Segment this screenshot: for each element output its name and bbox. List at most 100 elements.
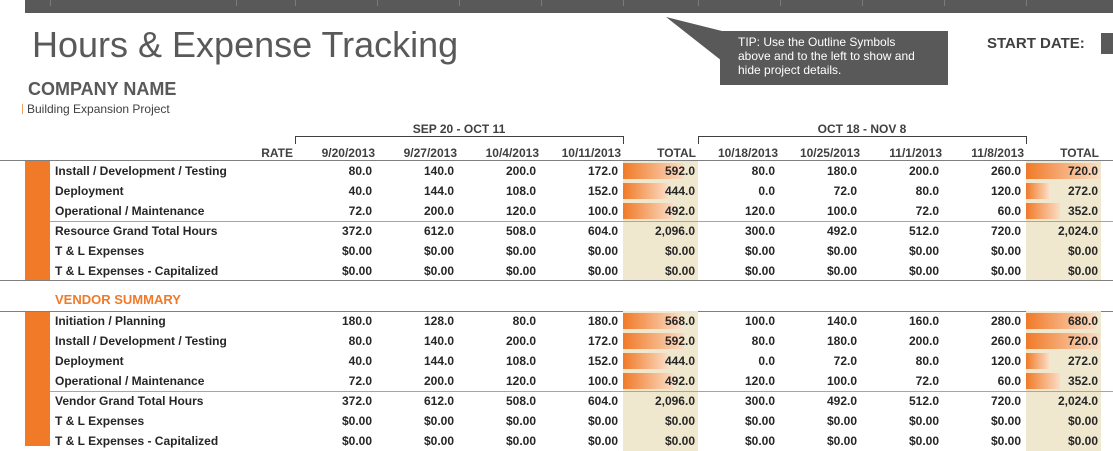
value-cell[interactable]: $0.00 (459, 241, 539, 261)
total-cell[interactable]: 444.0 (623, 181, 698, 201)
value-cell[interactable]: 108.0 (459, 181, 539, 201)
total-cell[interactable]: 2,024.0 (1026, 391, 1101, 411)
value-cell[interactable]: 40.0 (295, 351, 375, 371)
start-date-input[interactable] (1101, 33, 1113, 54)
value-cell[interactable]: $0.00 (295, 411, 375, 431)
value-cell[interactable]: 180.0 (780, 331, 860, 351)
total-cell[interactable]: 592.0 (623, 161, 698, 181)
value-cell[interactable]: $0.00 (459, 411, 539, 431)
value-cell[interactable]: $0.00 (862, 411, 942, 431)
value-cell[interactable]: $0.00 (541, 261, 621, 281)
row-label[interactable]: Operational / Maintenance (55, 204, 205, 218)
value-cell[interactable]: $0.00 (698, 431, 778, 451)
value-cell[interactable]: $0.00 (862, 431, 942, 451)
value-cell[interactable]: 140.0 (377, 161, 457, 181)
value-cell[interactable]: $0.00 (377, 411, 457, 431)
value-cell[interactable]: $0.00 (944, 411, 1024, 431)
value-cell[interactable]: 72.0 (862, 371, 942, 391)
row-label[interactable]: T & L Expenses (55, 244, 145, 258)
value-cell[interactable]: 612.0 (377, 391, 457, 411)
value-cell[interactable]: 200.0 (459, 161, 539, 181)
value-cell[interactable]: 372.0 (295, 221, 375, 241)
value-cell[interactable]: 604.0 (541, 221, 621, 241)
project-name[interactable]: Building Expansion Project (27, 102, 170, 116)
value-cell[interactable]: $0.00 (698, 261, 778, 281)
value-cell[interactable]: 300.0 (698, 221, 778, 241)
value-cell[interactable]: 180.0 (541, 311, 621, 331)
total-cell[interactable]: $0.00 (1026, 431, 1101, 451)
total-cell[interactable]: $0.00 (1026, 241, 1101, 261)
total-cell[interactable]: 568.0 (623, 311, 698, 331)
total-cell[interactable]: 720.0 (1026, 331, 1101, 351)
total-cell[interactable]: 272.0 (1026, 351, 1101, 371)
value-cell[interactable]: 0.0 (698, 181, 778, 201)
total-cell[interactable]: 592.0 (623, 331, 698, 351)
value-cell[interactable]: 128.0 (377, 311, 457, 331)
value-cell[interactable]: 200.0 (862, 331, 942, 351)
value-cell[interactable]: $0.00 (541, 411, 621, 431)
value-cell[interactable]: 72.0 (295, 201, 375, 221)
row-label[interactable]: Initiation / Planning (55, 314, 166, 328)
value-cell[interactable]: 140.0 (377, 331, 457, 351)
total-cell[interactable]: 352.0 (1026, 371, 1101, 391)
value-cell[interactable]: $0.00 (862, 261, 942, 281)
value-cell[interactable]: $0.00 (295, 431, 375, 451)
value-cell[interactable]: 372.0 (295, 391, 375, 411)
value-cell[interactable]: 260.0 (944, 161, 1024, 181)
row-label[interactable]: Install / Development / Testing (55, 334, 227, 348)
value-cell[interactable]: 200.0 (862, 161, 942, 181)
total-cell[interactable]: 2,096.0 (623, 391, 698, 411)
value-cell[interactable]: $0.00 (862, 241, 942, 261)
total-cell[interactable]: 720.0 (1026, 161, 1101, 181)
row-label[interactable]: Deployment (55, 184, 124, 198)
value-cell[interactable]: 492.0 (780, 221, 860, 241)
value-cell[interactable]: 80.0 (698, 161, 778, 181)
value-cell[interactable]: 260.0 (944, 331, 1024, 351)
page-title[interactable]: Hours & Expense Tracking (32, 24, 459, 65)
value-cell[interactable]: $0.00 (377, 241, 457, 261)
value-cell[interactable]: 144.0 (377, 181, 457, 201)
row-label[interactable]: Install / Development / Testing (55, 164, 227, 178)
value-cell[interactable]: $0.00 (459, 431, 539, 451)
value-cell[interactable]: 100.0 (780, 371, 860, 391)
row-label[interactable]: T & L Expenses (55, 414, 145, 428)
value-cell[interactable]: 40.0 (295, 181, 375, 201)
value-cell[interactable]: $0.00 (377, 431, 457, 451)
value-cell[interactable]: $0.00 (541, 241, 621, 261)
value-cell[interactable]: 120.0 (944, 181, 1024, 201)
value-cell[interactable]: 60.0 (944, 371, 1024, 391)
value-cell[interactable]: 80.0 (862, 351, 942, 371)
value-cell[interactable]: 152.0 (541, 351, 621, 371)
value-cell[interactable]: 512.0 (862, 221, 942, 241)
value-cell[interactable]: 100.0 (541, 371, 621, 391)
value-cell[interactable]: 200.0 (377, 201, 457, 221)
vendor-summary-heading[interactable]: VENDOR SUMMARY (55, 292, 181, 307)
value-cell[interactable]: $0.00 (780, 431, 860, 451)
value-cell[interactable]: 80.0 (295, 331, 375, 351)
value-cell[interactable]: 108.0 (459, 351, 539, 371)
value-cell[interactable]: 720.0 (944, 391, 1024, 411)
total-cell[interactable]: 492.0 (623, 201, 698, 221)
value-cell[interactable]: 120.0 (459, 201, 539, 221)
value-cell[interactable]: 200.0 (377, 371, 457, 391)
value-cell[interactable]: 280.0 (944, 311, 1024, 331)
total-cell[interactable]: 492.0 (623, 371, 698, 391)
value-cell[interactable]: 72.0 (862, 201, 942, 221)
total-cell[interactable]: 272.0 (1026, 181, 1101, 201)
value-cell[interactable]: $0.00 (698, 411, 778, 431)
value-cell[interactable]: $0.00 (541, 431, 621, 451)
row-label[interactable]: Deployment (55, 354, 124, 368)
total-cell[interactable]: 2,024.0 (1026, 221, 1101, 241)
value-cell[interactable]: 172.0 (541, 161, 621, 181)
value-cell[interactable]: 508.0 (459, 221, 539, 241)
value-cell[interactable]: $0.00 (459, 261, 539, 281)
value-cell[interactable]: 80.0 (459, 311, 539, 331)
total-cell[interactable]: $0.00 (623, 411, 698, 431)
value-cell[interactable]: 140.0 (780, 311, 860, 331)
total-cell[interactable]: $0.00 (623, 431, 698, 451)
value-cell[interactable]: 152.0 (541, 181, 621, 201)
company-name[interactable]: COMPANY NAME (28, 79, 177, 99)
value-cell[interactable]: 720.0 (944, 221, 1024, 241)
value-cell[interactable]: 512.0 (862, 391, 942, 411)
value-cell[interactable]: $0.00 (377, 261, 457, 281)
